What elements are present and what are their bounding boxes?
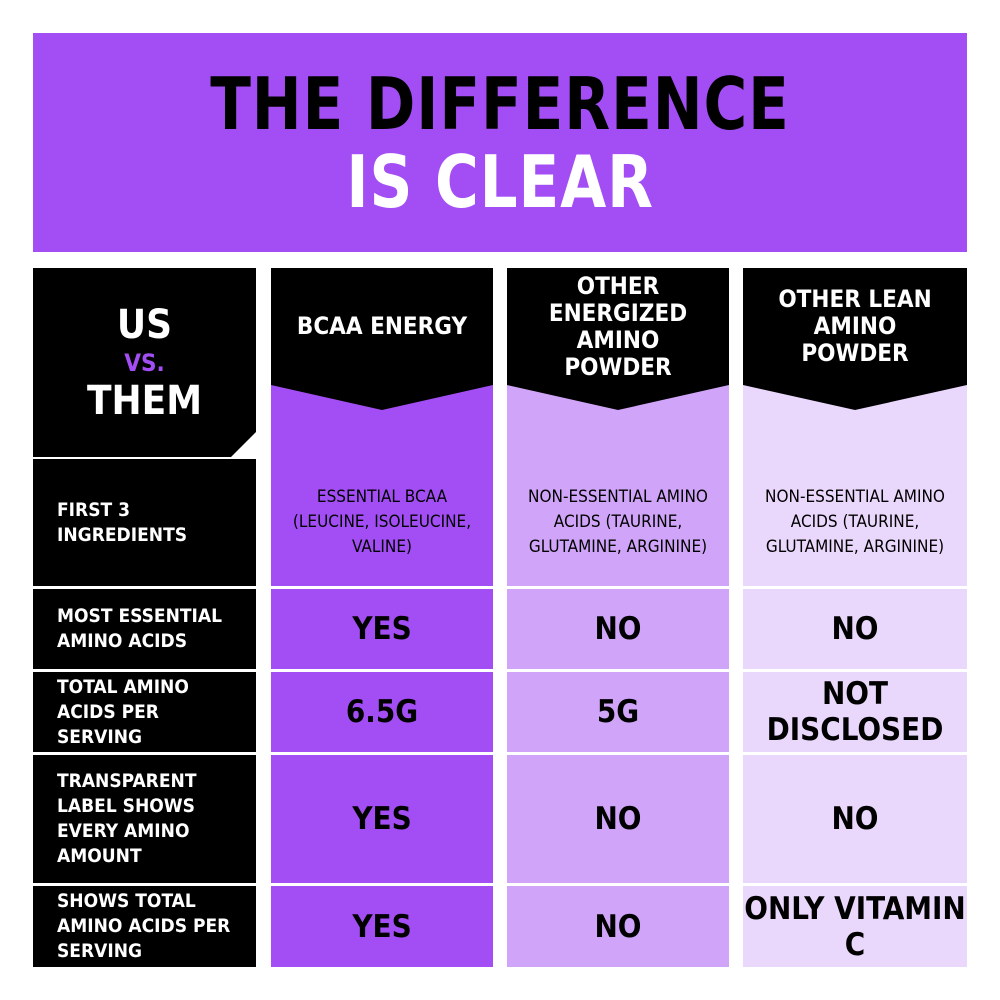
column-header-text: OTHER ENERGIZED AMINO POWDER [548, 271, 688, 381]
cell-text: YES [352, 611, 412, 647]
cell [271, 886, 493, 967]
cell-text: NON-ESSENTIAL AMINO ACIDS (TAURINE, GLUT… [528, 487, 708, 557]
row-label: SHOWS TOTAL AMINO ACIDS PER SERVING [57, 890, 231, 962]
cell [507, 755, 729, 883]
cell [743, 755, 967, 883]
cell [271, 589, 493, 669]
column-header-text: BCAA ENERGY [296, 312, 468, 340]
cell-text: NO [594, 908, 642, 945]
column-header-text: OTHER LEAN AMINO POWDER [778, 285, 932, 367]
row-label-cell [33, 589, 256, 669]
column-fill [743, 380, 967, 586]
column-header [507, 268, 729, 410]
cell-text: NO [594, 801, 642, 837]
column-fill [271, 380, 493, 586]
cell [507, 886, 729, 967]
cell [743, 672, 967, 752]
cell [743, 589, 967, 669]
row-label: FIRST 3 INGREDIENTS [57, 498, 188, 546]
cell [743, 886, 967, 967]
cell-text: YES [352, 908, 412, 945]
column-fill [507, 380, 729, 586]
cell-text: NON-ESSENTIAL AMINO ACIDS (TAURINE, GLUT… [765, 487, 945, 557]
cell-text: NO [594, 611, 642, 647]
cell-text: 5G [596, 694, 640, 730]
cell-text: NO [831, 801, 879, 837]
corner-us: US [116, 301, 173, 348]
cell [507, 589, 729, 669]
corner-vs: VS. [124, 348, 165, 377]
title-banner: THE DIFFERENCE IS CLEAR [33, 33, 967, 252]
cell-text: ESSENTIAL BCAA (LEUCINE, ISOLEUCINE, VAL… [292, 487, 472, 557]
corner-text: US VS. THEM [33, 268, 256, 457]
row-label: TRANSPARENT LABEL SHOWS EVERY AMINO AMOU… [57, 770, 197, 867]
column-header [271, 268, 493, 410]
row-label-cell [33, 459, 256, 586]
corner-them: THEM [86, 377, 203, 424]
cell [271, 755, 493, 883]
row-label: MOST ESSENTIAL AMINO ACIDS [57, 605, 223, 652]
row-label-cell [33, 672, 256, 752]
cell-text: YES [352, 801, 412, 837]
title-line: IS CLEAR [346, 139, 654, 224]
corner-cell [33, 268, 256, 457]
cell [271, 672, 493, 752]
cell [507, 672, 729, 752]
column-header [743, 268, 967, 410]
row-label: TOTAL AMINO ACIDS PER SERVING [57, 675, 189, 748]
cell-text: NO [831, 611, 879, 647]
cell-text: 6.5G [345, 694, 419, 730]
cell-text: ONLY VITAMIN C [744, 890, 966, 963]
title-line: THE DIFFERENCE [210, 61, 790, 146]
row-label-cell [33, 755, 256, 883]
row-label-cell [33, 886, 256, 967]
cell-text: NOT DISCLOSED [766, 676, 944, 748]
